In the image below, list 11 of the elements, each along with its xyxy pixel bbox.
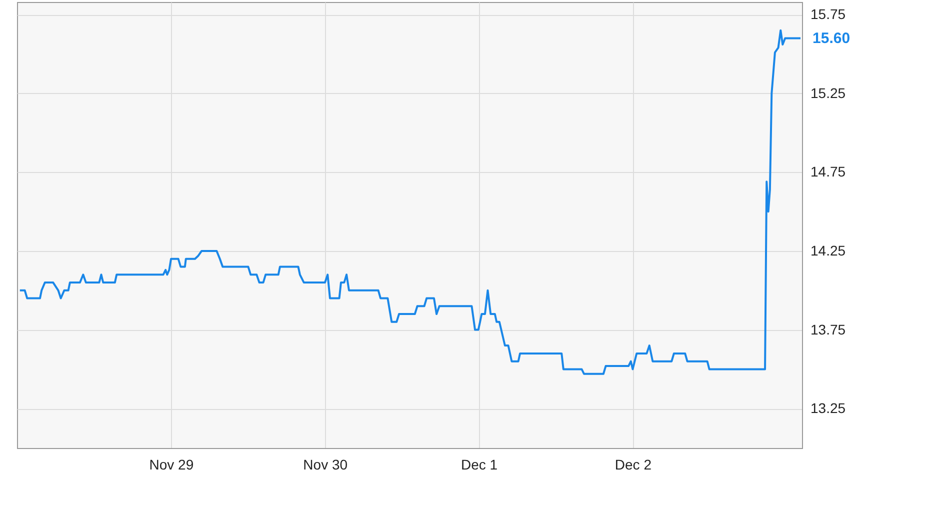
- x-tick-label: Nov 30: [303, 456, 348, 472]
- x-tick-label: Dec 1: [460, 456, 498, 472]
- y-tick-label: 13.25: [810, 400, 846, 416]
- annotation: 15.60: [812, 30, 850, 48]
- y-tick-label: 14.75: [810, 164, 846, 180]
- y-tick-label: 14.25: [810, 242, 846, 259]
- y-tick-label: 13.75: [810, 321, 846, 338]
- x-tick-label: Dec 2: [614, 456, 652, 472]
- x-tick-label: Nov 29: [149, 456, 194, 472]
- y-tick-label: 15.25: [810, 84, 846, 101]
- y-tick-label: 15.75: [810, 6, 846, 22]
